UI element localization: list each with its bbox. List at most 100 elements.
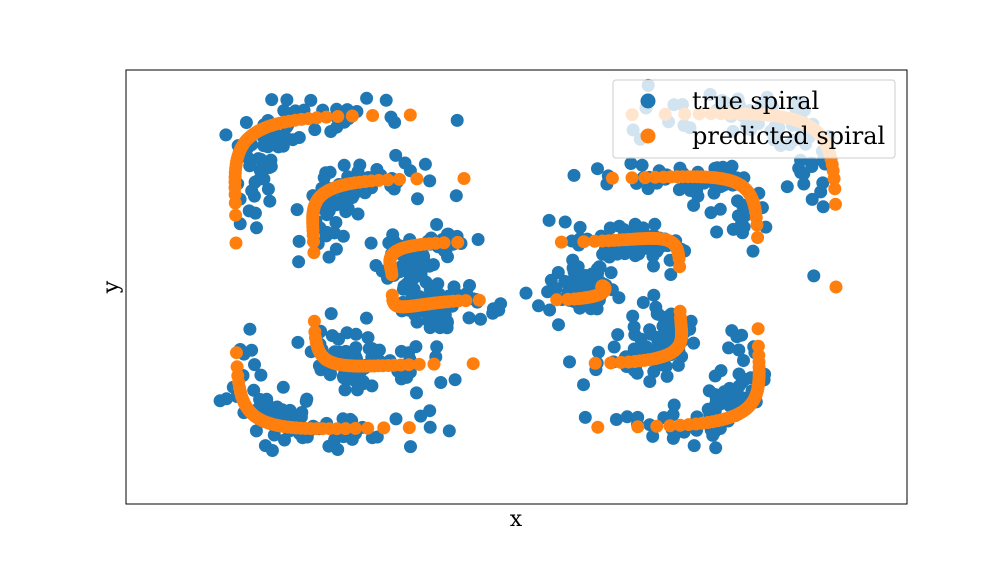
true-spiral-point — [263, 194, 277, 208]
true-spiral-point — [388, 115, 402, 129]
predicted-spiral-point — [339, 422, 352, 436]
true-spiral-point — [322, 250, 336, 264]
predicted-spiral-point — [595, 280, 609, 294]
true-spiral-point — [549, 282, 563, 295]
true-spiral-point — [797, 167, 811, 181]
predicted-spiral-point — [230, 346, 243, 360]
true-spiral-point — [636, 296, 650, 309]
predicted-spiral-point — [625, 171, 639, 185]
predicted-spiral-point — [751, 339, 765, 353]
true-spiral-point — [646, 429, 660, 443]
true-spiral-point — [648, 217, 662, 231]
true-spiral-point — [276, 380, 290, 394]
true-spiral-point — [611, 328, 625, 342]
true-spiral-point — [735, 328, 749, 342]
true-spiral-point — [265, 93, 279, 107]
true-spiral-point — [732, 343, 746, 357]
predicted-spiral-point — [829, 197, 842, 211]
predicted-spiral-point — [229, 208, 243, 222]
true-spiral-point — [271, 129, 285, 143]
true-spiral-point — [400, 277, 414, 290]
true-spiral-point — [249, 424, 263, 438]
true-spiral-point — [410, 315, 424, 329]
true-spiral-point — [816, 176, 830, 190]
true-spiral-point — [731, 194, 744, 208]
true-spiral-point — [434, 376, 448, 389]
true-spiral-point — [687, 336, 701, 350]
legend-box — [612, 79, 896, 159]
true-spiral-point — [448, 373, 462, 387]
true-spiral-point — [360, 311, 373, 325]
true-spiral-point — [732, 367, 746, 381]
true-spiral-point — [607, 340, 621, 354]
true-spiral-point — [284, 408, 298, 422]
legend-label-predicted-spiral: predicted spiral — [692, 122, 885, 150]
predicted-spiral-point — [393, 172, 406, 186]
true-spiral-point — [245, 184, 259, 198]
true-spiral-point — [339, 344, 353, 358]
true-spiral-point — [398, 259, 412, 272]
true-spiral-point — [552, 318, 565, 332]
true-spiral-point — [248, 358, 261, 372]
true-spiral-point — [566, 261, 580, 275]
true-spiral-point — [248, 206, 262, 220]
true-spiral-point — [805, 192, 819, 206]
predicted-spiral-point — [319, 110, 333, 124]
predicted-spiral-point — [605, 171, 619, 185]
predicted-spiral-point — [349, 421, 362, 435]
true-spiral-point — [624, 157, 638, 170]
true-spiral-point — [324, 307, 338, 321]
true-spiral-point — [442, 424, 456, 438]
predicted-spiral-point — [385, 268, 399, 282]
true-spiral-point — [416, 248, 430, 262]
predicted-spiral-point — [577, 235, 591, 249]
true-spiral-point — [292, 234, 306, 248]
true-spiral-point — [317, 171, 331, 185]
true-spiral-point — [642, 342, 656, 356]
true-spiral-point — [463, 279, 476, 292]
true-spiral-point — [577, 378, 590, 392]
true-spiral-point — [423, 420, 437, 434]
true-spiral-point — [351, 207, 365, 221]
true-spiral-point — [250, 221, 263, 235]
true-spiral-point — [626, 309, 640, 323]
predicted-spiral-point — [451, 235, 465, 249]
true-spiral-point — [592, 345, 605, 359]
true-spiral-point — [332, 332, 345, 346]
true-spiral-point — [573, 220, 587, 234]
predicted-spiral-point — [472, 293, 486, 307]
true-spiral-point — [265, 444, 279, 457]
true-spiral-point — [566, 277, 580, 291]
true-spiral-point — [292, 255, 306, 269]
axes-frame — [125, 69, 908, 505]
true-spiral-point — [213, 394, 227, 408]
true-spiral-point — [449, 189, 463, 203]
true-spiral-point — [603, 221, 617, 235]
predicted-spiral-point — [410, 172, 424, 186]
true-spiral-point — [780, 180, 794, 194]
true-spiral-point — [494, 297, 508, 311]
predicted-spiral-point — [550, 293, 564, 307]
true-spiral-point — [649, 300, 663, 314]
true-spiral-point — [567, 168, 581, 182]
true-spiral-point — [327, 226, 341, 240]
true-spiral-point — [746, 244, 760, 258]
true-spiral-point — [338, 383, 352, 397]
predicted-spiral-point — [366, 109, 380, 122]
predicted-spiral-point — [402, 358, 416, 372]
true-spiral-point — [430, 340, 444, 354]
true-spiral-point — [389, 412, 403, 426]
true-spiral-point — [620, 410, 634, 424]
true-spiral-point — [356, 375, 370, 388]
predicted-spiral-point — [403, 108, 417, 122]
true-spiral-point — [610, 247, 624, 261]
true-spiral-point — [243, 159, 257, 173]
true-spiral-point — [394, 344, 408, 358]
true-spiral-point — [324, 366, 337, 380]
true-spiral-point — [635, 158, 649, 172]
true-spiral-point — [299, 394, 313, 408]
true-spiral-point — [604, 266, 618, 280]
true-spiral-point — [370, 430, 384, 444]
predicted-spiral-point — [457, 172, 471, 185]
